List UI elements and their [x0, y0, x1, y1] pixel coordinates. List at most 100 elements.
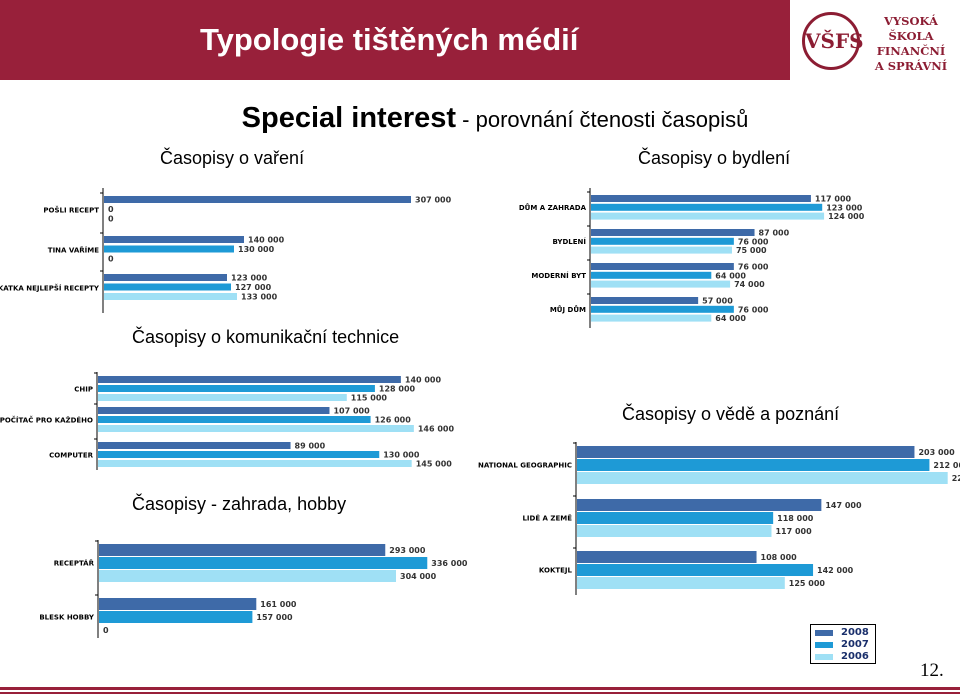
data-label-receptar-2008: 293 000 — [389, 546, 426, 555]
category-label-dum-a-zahrada: DŮM A ZAHRADA — [519, 203, 587, 212]
data-label-bydleni-2007: 76 000 — [738, 237, 769, 246]
legend-swatch-2006 — [815, 654, 833, 660]
data-label-dum-a-zahrada-2008: 117 000 — [815, 195, 852, 204]
data-label-lide-a-zeme-2008: 147 000 — [825, 501, 862, 510]
data-label-posli-recept-2008: 307 000 — [415, 196, 452, 205]
category-label-pocitac-pro-kazdeho: POČÍTAČ PRO KAŽDÉHO — [0, 416, 93, 425]
bar-posli-recept-2008 — [104, 196, 411, 203]
legend-swatch-2008 — [815, 630, 833, 636]
data-label-tina-varime-2006: 0 — [108, 255, 114, 264]
logo-line-1: VYSOKÁ ŠKOLA — [884, 14, 938, 43]
category-label-katka-nejlepsi-recepty: KATKA NEJLEPŠÍ RECEPTY — [0, 283, 100, 292]
data-label-blesk-hobby-2008: 161 000 — [260, 600, 297, 609]
bar-chip-2006 — [98, 394, 347, 401]
chart-title-garden: Časopisy - zahrada, hobby — [132, 494, 347, 514]
slide-heading-strong: Special interest — [241, 102, 457, 134]
slide-heading-rest: - porovnání čtenosti časopisů — [456, 107, 749, 132]
bar-pocitac-pro-kazdeho-2006 — [98, 425, 414, 432]
bar-moderni-byt-2008 — [591, 263, 734, 270]
bar-muj-dum-2006 — [591, 314, 712, 322]
bar-bydleni-2008 — [591, 229, 755, 236]
page-number: 12. — [920, 660, 944, 681]
legend-label-2008: 2008 — [841, 627, 869, 638]
bar-dum-a-zahrada-2007 — [591, 203, 823, 211]
data-label-chip-2006: 115 000 — [351, 394, 388, 403]
legend-item-2006: 2006 — [815, 651, 875, 663]
bar-muj-dum-2007 — [591, 305, 734, 313]
data-label-moderni-byt-2006: 74 000 — [734, 280, 765, 289]
logo-emblem: VŠFS — [802, 12, 864, 70]
bar-computer-2006 — [98, 460, 412, 467]
data-label-posli-recept-2007: 0 — [108, 205, 114, 214]
bar-katka-nejlepsi-recepty-2006 — [104, 293, 237, 300]
data-label-national-geographic-2007: 212 000 — [933, 461, 960, 470]
data-label-blesk-hobby-2006: 0 — [103, 626, 109, 635]
data-label-tina-varime-2007: 130 000 — [238, 245, 275, 254]
data-label-computer-2008: 89 000 — [295, 442, 326, 451]
data-label-computer-2007: 130 000 — [383, 451, 420, 460]
data-label-lide-a-zeme-2006: 117 000 — [775, 527, 812, 536]
data-label-receptar-2006: 304 000 — [400, 572, 437, 581]
bar-chip-2007 — [98, 385, 375, 392]
chart-science: 203 000 212 000 223 000 NATIONAL GEOGRAPHIC… — [478, 442, 960, 595]
chart-title-tech: Časopisy o komunikační technice — [132, 327, 400, 347]
chart-title-housing: Časopisy o bydlení — [638, 148, 791, 168]
bar-lide-a-zeme-2006 — [577, 525, 772, 537]
chart-title-science: Časopisy o vědě a poznání — [622, 404, 840, 424]
category-label-lide-a-zeme: LIDÉ A ZEMĚ — [522, 514, 572, 523]
data-label-dum-a-zahrada-2007: 123 000 — [826, 203, 863, 212]
slide-heading: Special interest - porovnání čtenosti ča… — [0, 102, 960, 135]
data-label-computer-2006: 145 000 — [416, 460, 453, 469]
data-label-national-geographic-2006: 223 000 — [952, 474, 960, 483]
data-label-katka-nejlepsi-recepty-2006: 133 000 — [241, 293, 278, 302]
category-label-computer: COMPUTER — [49, 452, 93, 460]
category-label-muj-dum: MŮJ DŮM — [550, 305, 586, 314]
data-label-tina-varime-2008: 140 000 — [248, 236, 285, 245]
data-label-posli-recept-2006: 0 — [108, 215, 114, 224]
bar-chip-2008 — [98, 376, 401, 383]
data-label-muj-dum-2007: 76 000 — [738, 305, 769, 314]
category-label-posli-recept: POŠLI RECEPT — [43, 205, 99, 214]
bar-katka-nejlepsi-recepty-2007 — [104, 283, 231, 291]
data-label-bydleni-2006: 75 000 — [736, 246, 767, 255]
bar-koktejl-2007 — [577, 564, 814, 576]
bar-national-geographic-2007 — [577, 459, 930, 471]
bar-computer-2008 — [98, 442, 291, 449]
data-label-receptar-2007: 336 000 — [431, 559, 468, 568]
bar-computer-2007 — [98, 451, 380, 458]
category-label-bydleni: BYDLENÍ — [552, 237, 586, 246]
logo-line-2: FINANČNÍ — [876, 44, 946, 58]
data-label-national-geographic-2008: 203 000 — [918, 448, 955, 457]
bar-blesk-hobby-2007 — [99, 611, 253, 623]
bar-tina-varime-2007 — [104, 245, 234, 253]
category-label-chip: CHIP — [74, 386, 93, 394]
legend-item-2007: 2007 — [815, 639, 875, 651]
bar-receptar-2008 — [99, 544, 386, 556]
data-label-koktejl-2008: 108 000 — [761, 553, 798, 562]
data-label-koktejl-2007: 142 000 — [817, 566, 854, 575]
category-label-receptar: RECEPTÁŘ — [54, 559, 95, 568]
data-label-muj-dum-2006: 64 000 — [715, 314, 746, 323]
data-label-moderni-byt-2008: 76 000 — [738, 263, 769, 272]
bar-bydleni-2007 — [591, 237, 734, 245]
bar-blesk-hobby-2008 — [99, 598, 257, 610]
data-label-muj-dum-2008: 57 000 — [702, 297, 733, 306]
data-label-blesk-hobby-2007: 157 000 — [256, 613, 293, 622]
data-label-katka-nejlepsi-recepty-2008: 123 000 — [231, 274, 268, 283]
data-label-moderni-byt-2007: 64 000 — [715, 271, 746, 280]
data-label-koktejl-2006: 125 000 — [789, 579, 826, 588]
chart-legend: 2008 2007 2006 — [810, 624, 876, 664]
bar-moderni-byt-2007 — [591, 271, 712, 279]
chart-title-cooking: Časopisy o vaření — [160, 148, 305, 168]
bar-katka-nejlepsi-recepty-2008 — [104, 274, 227, 281]
footer-rule-thin — [0, 692, 960, 694]
logo: VŠFS VYSOKÁ ŠKOLA FINANČNÍ A SPRÁVNÍ — [790, 0, 960, 80]
bar-receptar-2006 — [99, 570, 397, 582]
category-label-national-geographic: NATIONAL GEOGRAPHIC — [478, 462, 572, 470]
bar-bydleni-2006 — [591, 246, 732, 254]
bar-dum-a-zahrada-2008 — [591, 195, 811, 202]
legend-swatch-2007 — [815, 642, 833, 648]
bar-lide-a-zeme-2007 — [577, 512, 774, 524]
